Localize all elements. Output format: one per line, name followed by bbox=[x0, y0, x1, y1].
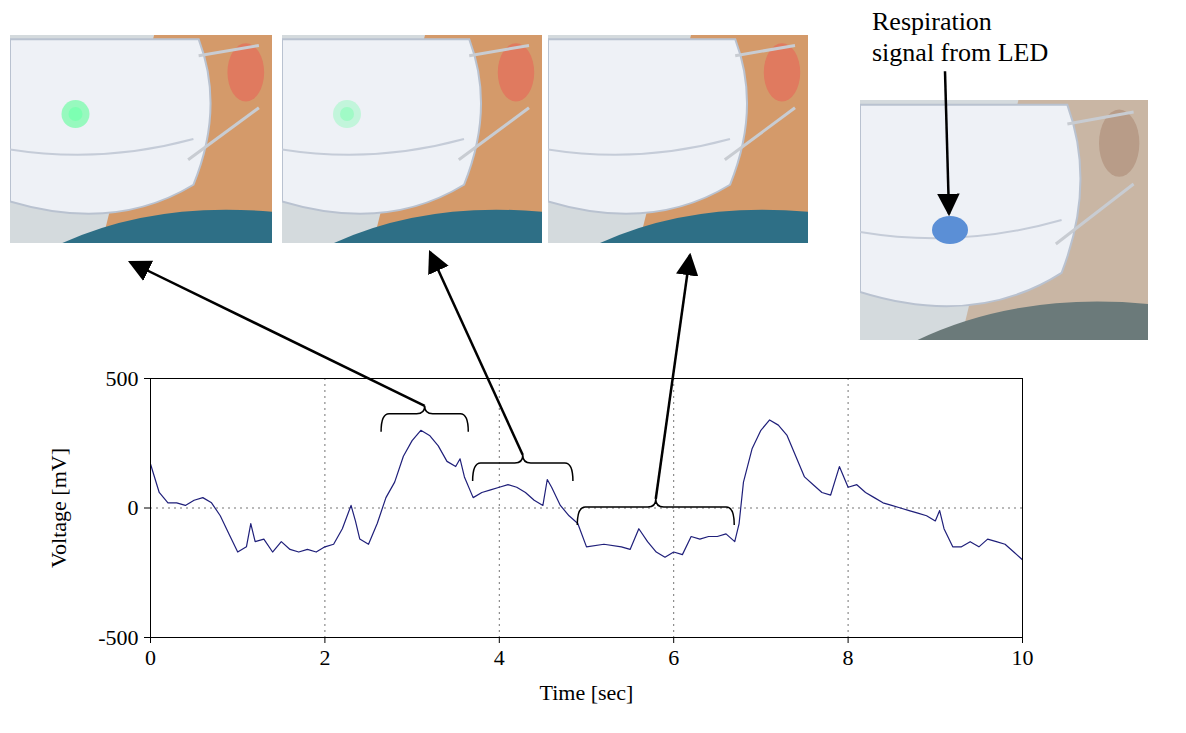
svg-text:-500: -500 bbox=[98, 625, 138, 650]
svg-text:0: 0 bbox=[128, 495, 139, 520]
svg-text:8: 8 bbox=[843, 645, 854, 670]
svg-text:Voltage [mV]: Voltage [mV] bbox=[46, 448, 71, 568]
svg-text:6: 6 bbox=[668, 645, 679, 670]
svg-text:Respirationsignal from LED: Respirationsignal from LED bbox=[872, 7, 1048, 67]
svg-text:2: 2 bbox=[319, 645, 330, 670]
svg-text:10: 10 bbox=[1012, 645, 1034, 670]
svg-text:500: 500 bbox=[106, 366, 139, 391]
svg-text:4: 4 bbox=[494, 645, 505, 670]
svg-text:0: 0 bbox=[145, 645, 156, 670]
svg-text:Time [sec]: Time [sec] bbox=[540, 680, 634, 705]
